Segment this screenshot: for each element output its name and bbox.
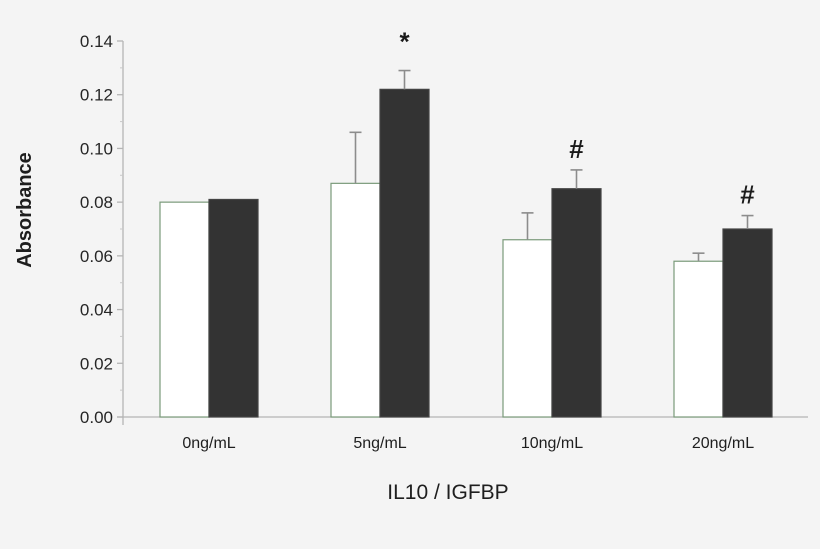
y-tick-label: 0.00 [80, 408, 113, 427]
y-tick-label: 0.02 [80, 354, 113, 373]
bar-white [330, 182, 381, 418]
x-tick-label: 5ng/mL [353, 435, 406, 452]
x-axis-title: IL10 / IGFBP [387, 481, 508, 504]
y-tick-label: 0.04 [80, 301, 113, 320]
bar-black [208, 198, 259, 418]
axis-labels: 0.00 0.02 0.04 0.06 0.08 0.10 0.12 0.14 0ng/mL 5n… [80, 32, 754, 452]
y-tick-label: 0.08 [80, 193, 113, 212]
x-tick-label: 20ng/mL [692, 435, 754, 452]
bar-black [551, 188, 602, 418]
y-tick-label: 0.12 [80, 86, 113, 105]
bar-black [379, 88, 430, 418]
y-tick-label: 0.10 [80, 139, 113, 158]
x-tick-label: 10ng/mL [521, 435, 583, 452]
error-bars [349, 69, 754, 262]
hash-marker: # [569, 134, 584, 164]
y-tick-label: 0.14 [80, 32, 113, 51]
hash-marker: # [740, 180, 755, 210]
y-tick-label: 0.06 [80, 247, 113, 266]
bars [159, 88, 773, 418]
significance-markers: * # # [399, 27, 755, 210]
x-tick-label: 0ng/mL [182, 435, 235, 452]
y-axis-title: Absorbance [14, 152, 36, 268]
bar-white [159, 201, 210, 418]
bar-white [502, 239, 553, 418]
asterisk-marker: * [399, 27, 410, 57]
bar-white [673, 260, 724, 418]
bar-black [722, 228, 773, 418]
